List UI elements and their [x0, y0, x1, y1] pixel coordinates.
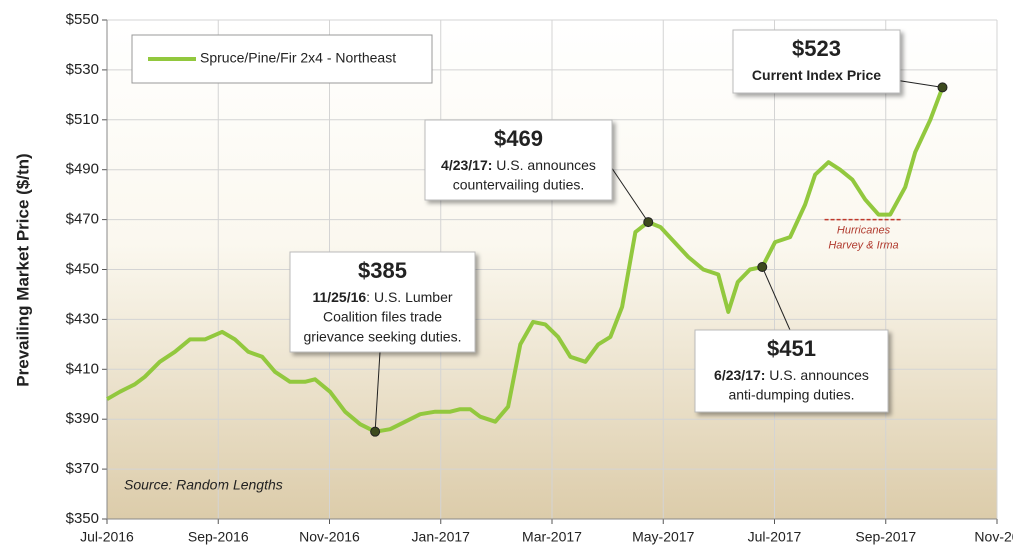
y-tick-label: $470 — [66, 211, 99, 228]
legend: Spruce/Pine/Fir 2x4 - Northeast — [131, 34, 433, 84]
callout-text: Current Index Price — [752, 67, 881, 83]
y-tick-label: $390 — [66, 410, 99, 427]
callout-box — [732, 29, 901, 94]
callout-text: 4/23/17: U.S. announces — [441, 157, 596, 173]
y-tick-label: $490 — [66, 161, 99, 178]
callout-box — [694, 329, 889, 413]
hurricane-label: Hurricanes — [837, 225, 891, 237]
callout-line: : U.S. Lumber — [366, 289, 453, 305]
y-axis-label: Prevailing Market Price ($/tn) — [13, 153, 32, 386]
callout-pointer — [374, 351, 381, 432]
legend-label: Spruce/Pine/Fir 2x4 - Northeast — [200, 50, 396, 66]
source-note: Source: Random Lengths — [124, 477, 283, 493]
callout-line: U.S. announces — [765, 367, 869, 383]
hurricane-label: Harvey & Irma — [828, 240, 898, 252]
callout-text: 6/23/17: U.S. announces — [714, 367, 869, 383]
callout-box — [424, 119, 613, 201]
x-tick-label: Mar-2017 — [522, 529, 582, 545]
x-tick-label: Nov-20 — [974, 529, 1013, 545]
highlight-point — [643, 217, 654, 228]
y-tick-label: $510 — [66, 111, 99, 128]
callout-value: $385 — [358, 258, 407, 283]
callout-text: 11/25/16: U.S. Lumber — [312, 289, 452, 305]
y-tick-label: $350 — [66, 510, 99, 527]
callout-line: grievance seeking duties. — [304, 329, 462, 345]
callout-pointer — [761, 266, 791, 331]
x-tick-label: Jul-2017 — [748, 529, 802, 545]
callout-value: $523 — [792, 36, 841, 61]
callout-date: 11/25/16 — [312, 289, 366, 305]
y-tick-label: $410 — [66, 360, 99, 377]
y-tick-label: $550 — [66, 11, 99, 28]
chart-layer: $350 $370 $390 $410 $430 $450 $470 $490 $510 $530… — [66, 11, 1013, 545]
y-tick-label: $370 — [66, 460, 99, 477]
x-tick-label: May-2017 — [632, 529, 694, 545]
highlight-point — [757, 262, 768, 273]
data-line — [105, 86, 945, 434]
highlight-point — [370, 426, 381, 437]
x-tick-label: Sep-2017 — [855, 529, 916, 545]
y-tick-label: $450 — [66, 260, 99, 277]
callout-date: 4/23/17: — [441, 157, 492, 173]
x-tick-label: Jul-2016 — [80, 529, 134, 545]
x-tick-label: Nov-2016 — [299, 529, 360, 545]
callout-date: 6/23/17: — [714, 367, 765, 383]
callout-date: Current Index Price — [752, 67, 881, 83]
callout-value: $469 — [494, 126, 543, 151]
callout-line: anti-dumping duties. — [728, 387, 854, 403]
callout-line: Coalition files trade — [323, 309, 442, 325]
callout-line: U.S. announces — [492, 157, 596, 173]
callout-value: $451 — [767, 336, 816, 361]
x-tick-label: Jan-2017 — [412, 529, 471, 545]
y-tick-label: $530 — [66, 61, 99, 78]
x-tick-label: Sep-2016 — [188, 529, 249, 545]
y-tick-label: $430 — [66, 310, 99, 327]
callout-line: countervailing duties. — [453, 177, 585, 193]
callout-box — [289, 251, 476, 353]
highlight-point — [937, 82, 948, 93]
callout-pointer — [894, 79, 943, 88]
